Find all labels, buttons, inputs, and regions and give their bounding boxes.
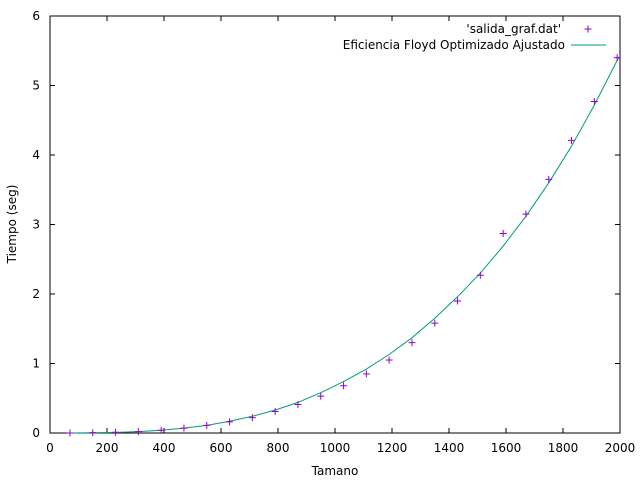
series-layer <box>66 54 621 437</box>
y-tick-label: 4 <box>32 148 40 162</box>
x-tick-label: 400 <box>153 441 176 455</box>
data-point <box>454 297 462 305</box>
x-tick-label: 0 <box>46 441 54 455</box>
data-point <box>408 339 416 347</box>
data-point <box>590 97 598 105</box>
y-axis: 0 1 2 3 4 5 6 <box>32 9 620 440</box>
data-point <box>522 210 530 218</box>
data-point <box>545 175 553 183</box>
data-point <box>499 230 507 238</box>
y-tick-label: 3 <box>32 218 40 232</box>
data-point <box>568 136 576 144</box>
data-point <box>203 421 211 429</box>
fit-series-line <box>69 55 621 434</box>
data-point <box>385 356 393 364</box>
y-tick-label: 2 <box>32 287 40 301</box>
x-tick-label: 600 <box>210 441 233 455</box>
legend-label-fit: Eficiencia Floyd Optimizado Ajustado <box>343 38 565 52</box>
y-axis-label: Tiempo (seg) <box>5 185 19 265</box>
x-tick-label: 2000 <box>605 441 636 455</box>
y-tick-label: 0 <box>32 426 40 440</box>
data-point <box>157 426 165 434</box>
x-tick-label: 1600 <box>491 441 522 455</box>
y-tick-label: 1 <box>32 357 40 371</box>
x-tick-label: 200 <box>96 441 119 455</box>
data-point <box>431 319 439 327</box>
data-point <box>112 428 120 436</box>
data-point <box>317 392 325 400</box>
data-point <box>180 424 188 432</box>
y-tick-label: 6 <box>32 9 40 23</box>
x-tick-label: 800 <box>267 441 290 455</box>
data-point <box>476 271 484 279</box>
legend-marker-points <box>584 25 592 33</box>
x-axis: 0 200 400 600 800 1000 1200 1400 1600 1800 2000 <box>46 16 635 455</box>
x-tick-label: 1400 <box>434 441 465 455</box>
legend-label-points: 'salida_graf.dat' <box>466 22 561 36</box>
data-point <box>294 401 302 409</box>
data-point <box>271 407 279 415</box>
y-tick-label: 5 <box>32 79 40 93</box>
x-tick-label: 1000 <box>320 441 351 455</box>
data-point <box>134 428 142 436</box>
plot-frame <box>49 15 621 434</box>
legend: 'salida_graf.dat' Eficiencia Floyd Optim… <box>343 22 606 52</box>
data-point <box>89 429 97 437</box>
data-point <box>340 382 348 390</box>
data-point <box>362 370 370 378</box>
data-point <box>226 418 234 426</box>
x-tick-label: 1800 <box>548 441 579 455</box>
data-point <box>248 414 256 422</box>
x-tick-label: 1200 <box>377 441 408 455</box>
data-point <box>613 54 621 62</box>
x-axis-label: Tamano <box>311 464 359 478</box>
data-point <box>66 429 74 437</box>
